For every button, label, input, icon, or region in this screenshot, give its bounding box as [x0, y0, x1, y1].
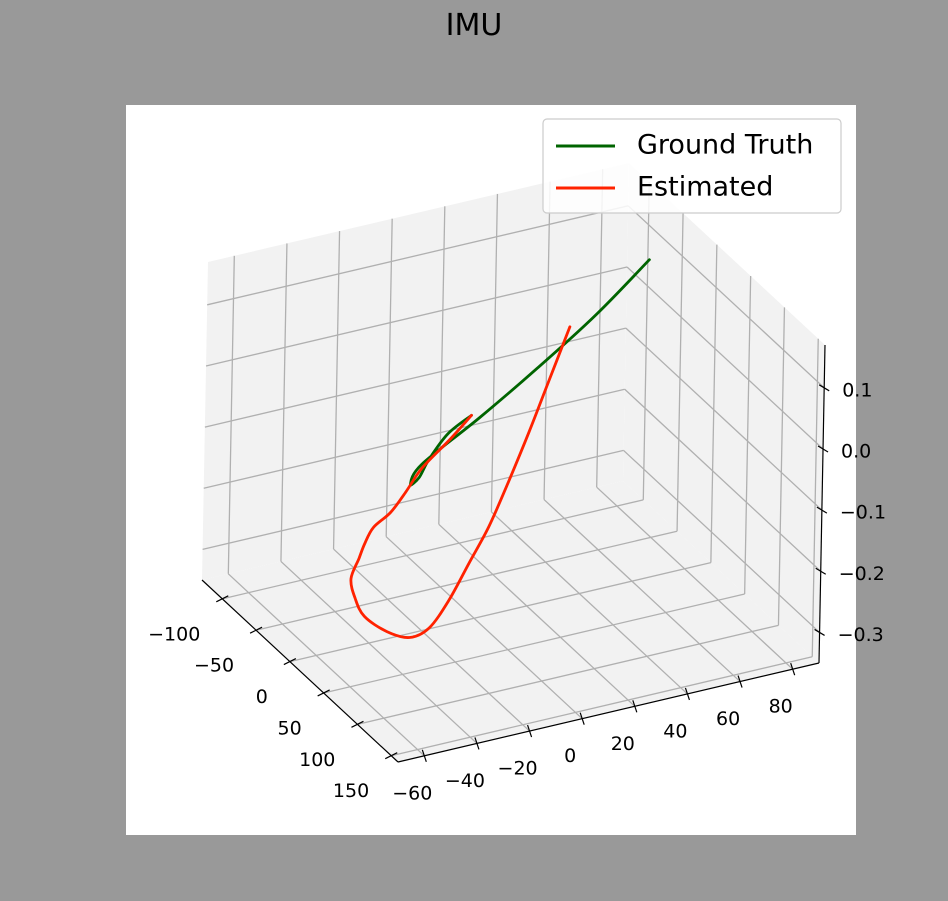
y-tick: [474, 737, 480, 750]
y-tick-label: −40: [445, 770, 485, 792]
x-tick-label: 150: [333, 780, 369, 802]
grid-line-x-floor: [323, 593, 745, 694]
z-tick-label: 0.1: [842, 379, 872, 401]
grid-line-y-wall: [438, 206, 446, 525]
axis-lines: [201, 344, 826, 763]
grid-line-y-floor: [596, 486, 794, 670]
x-axis-line: [201, 579, 399, 763]
y-tick-label: −20: [498, 758, 538, 780]
grid-line-z-left-wall: [207, 205, 629, 306]
grid-line-x-floor: [222, 499, 644, 600]
y-tick-label: 80: [769, 696, 793, 718]
z-axis-line: [818, 344, 826, 664]
y-tick-label: 60: [716, 708, 740, 730]
y-tick-label: 0: [564, 745, 576, 767]
z-tick: [816, 506, 828, 514]
grid-line-x-floor: [255, 530, 678, 631]
grid-line-x-wall: [642, 181, 650, 500]
y-tick: [421, 749, 427, 763]
grid-line-y-floor: [227, 573, 425, 757]
grid-line-z-right-wall: [626, 266, 824, 450]
z-tick: [815, 567, 827, 575]
grid-line-y-wall: [543, 181, 551, 500]
y-tick: [737, 675, 743, 688]
grid-line-y-wall: [490, 193, 499, 512]
x-tick-label: 100: [299, 749, 335, 771]
x-tick-label: −100: [148, 623, 200, 645]
x-tick: [317, 689, 330, 697]
y-tick: [526, 724, 533, 738]
y-tick: [579, 712, 585, 725]
grid-line-x-wall: [777, 307, 786, 626]
grid-line-x-wall: [744, 275, 752, 594]
x-tick: [351, 720, 364, 728]
grid-line-z-right-wall: [624, 388, 822, 572]
series-line-estimated: [349, 325, 572, 639]
grid-line-z-right-wall: [625, 327, 823, 511]
legend-label: Estimated: [637, 172, 773, 203]
grid-line-x-wall: [676, 213, 684, 532]
y-tick: [632, 700, 638, 713]
grid-line-z-right-wall: [627, 205, 825, 389]
legend: Ground Truth Estimated: [542, 118, 842, 214]
grid-line-z-right-wall: [623, 449, 821, 633]
grid-line-x-floor: [289, 561, 712, 663]
chart-title: IMU: [445, 8, 503, 43]
grid-line-y-floor: [280, 560, 478, 744]
y-tick: [790, 662, 796, 676]
y-tick-label: 20: [611, 733, 635, 755]
tick-labels: −100 −50 0 50 100 150 −60 −40 −20 0 20 40 60 80 0.1 0.0…: [148, 379, 886, 804]
y-tick: [684, 687, 691, 701]
grid-line-y-floor: [438, 523, 636, 707]
grid-line-x-floor: [391, 656, 813, 757]
grid-line-y-wall: [332, 231, 341, 550]
axis-ticks: [216, 384, 830, 763]
x-tick-label: 50: [278, 718, 302, 740]
grid-line-x-floor: [357, 624, 779, 725]
back-left-pane: [202, 163, 629, 580]
y-tick-label: 40: [663, 720, 687, 742]
z-tick: [814, 628, 825, 636]
y-axis-line: [397, 662, 820, 763]
legend-box: [542, 118, 842, 214]
x-tick: [216, 595, 229, 603]
grid-line-x-wall: [710, 244, 718, 563]
grid-line-y-wall: [227, 255, 235, 574]
series-line-ground-truth: [409, 258, 651, 487]
grid-line-y-wall: [385, 218, 393, 537]
legend-label: Ground Truth: [637, 130, 813, 161]
back-right-pane: [623, 163, 825, 663]
grid-line-y-wall: [280, 243, 288, 562]
grid-line-z-left-wall: [205, 266, 628, 367]
grid-lines: [202, 169, 825, 757]
grid-line-y-floor: [385, 536, 583, 720]
z-tick: [817, 445, 829, 453]
z-tick-label: −0.2: [839, 563, 885, 585]
grid-line-y-floor: [543, 499, 741, 683]
x-tick: [384, 752, 398, 760]
grid-line-z-left-wall: [203, 388, 625, 489]
z-tick-label: −0.3: [838, 624, 884, 646]
x-tick-label: −50: [194, 655, 234, 677]
x-tick: [283, 658, 297, 666]
grid-line-x-wall: [811, 338, 819, 657]
grid-line-y-wall: [596, 169, 604, 488]
x-tick-label: 0: [256, 686, 268, 708]
grid-line-z-left-wall: [202, 449, 624, 551]
z-tick: [818, 384, 830, 392]
z-tick-label: −0.1: [840, 502, 886, 524]
x-tick: [249, 626, 263, 634]
grid-line-y-floor: [490, 511, 688, 695]
series-layer: [349, 258, 651, 639]
z-tick-label: 0.0: [841, 441, 871, 463]
grid-line-z-left-wall: [204, 327, 627, 428]
grid-line-y-floor: [333, 548, 531, 732]
y-tick-label: −60: [392, 782, 432, 804]
